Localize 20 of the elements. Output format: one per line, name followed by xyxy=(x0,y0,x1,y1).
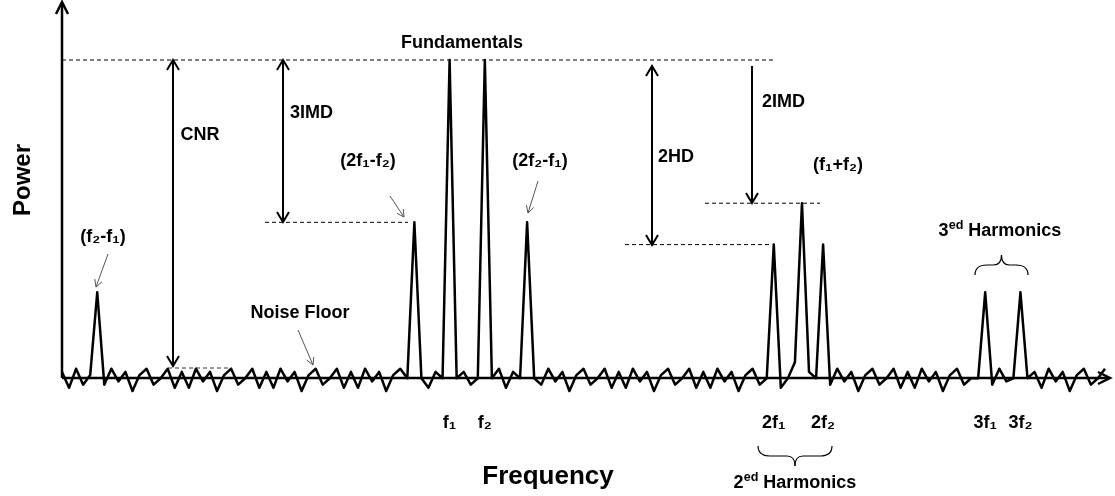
annotation: (2f₁-f₂) xyxy=(340,150,396,170)
annotation: (f₂-f₁) xyxy=(80,226,126,246)
x-tick-label: f₂ xyxy=(477,411,492,432)
x-tick-label: 2f₂ xyxy=(811,411,836,432)
x-tick-label: 3f₁ xyxy=(973,411,997,432)
x-tick-label: 3f₂ xyxy=(1008,411,1033,432)
annotation: Noise Floor xyxy=(250,302,350,322)
annotation: 3IMD xyxy=(290,102,334,122)
annotation: (2f₂-f₁) xyxy=(512,150,568,170)
text: Fundamentals xyxy=(400,32,524,52)
annotation: 3$^{ed}$ Harmonics xyxy=(938,218,1062,240)
x-tick-label: 2f₁ xyxy=(762,411,786,432)
x-tick-label: f₁ xyxy=(442,411,457,432)
text: 2$^{ed}$ Harmonics xyxy=(733,470,857,492)
y-axis-title: Power xyxy=(8,143,35,217)
annotation: 2HD xyxy=(658,146,695,166)
annotation: CNR xyxy=(180,124,220,144)
annotation: (f₁+f₂) xyxy=(813,154,863,174)
x-axis-title: Frequency xyxy=(482,460,615,490)
annotation: 2IMD xyxy=(762,91,806,111)
